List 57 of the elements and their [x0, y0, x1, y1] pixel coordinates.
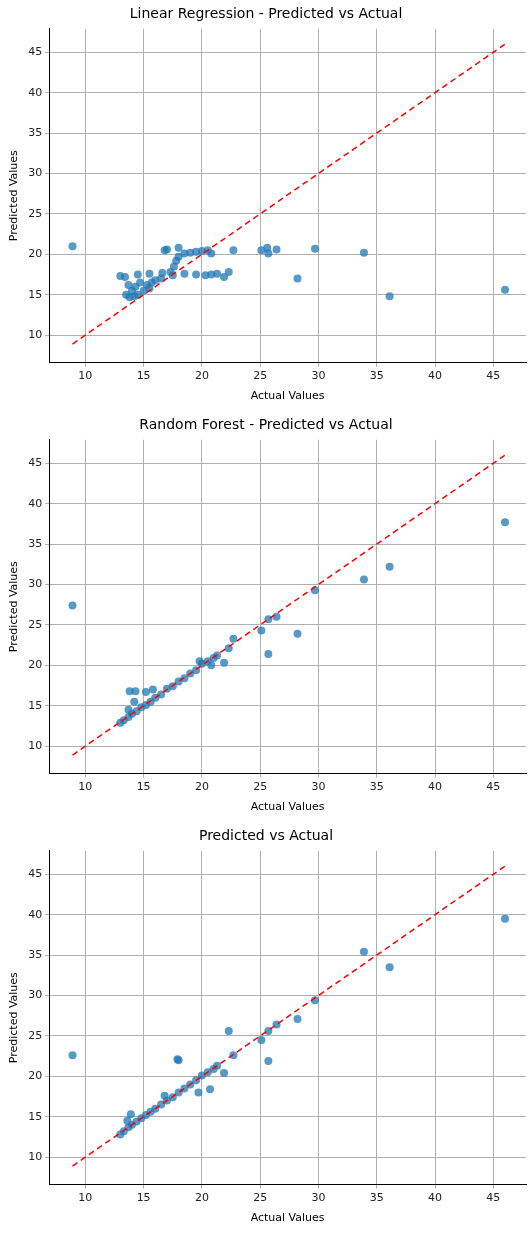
y-tick-label: 20 — [28, 247, 43, 261]
x-tick-label: 30 — [311, 369, 326, 383]
x-tick-label: 10 — [78, 1191, 93, 1205]
x-tick-label: 35 — [369, 1191, 384, 1205]
chart-title: Random Forest - Predicted vs Actual — [139, 416, 393, 433]
x-tick-label: 40 — [428, 369, 443, 383]
y-tick-label: 10 — [28, 1149, 43, 1163]
x-tick-label: 15 — [136, 369, 151, 383]
x-tick-label: 25 — [253, 1191, 268, 1205]
x-tick-label: 35 — [369, 780, 384, 794]
x-tick-label: 40 — [428, 1191, 443, 1205]
y-tick-label: 15 — [28, 1109, 43, 1123]
y-tick-label: 45 — [28, 45, 43, 59]
y-tick-label: 15 — [28, 698, 43, 712]
x-tick-label: 10 — [78, 780, 93, 794]
y-axis-title: Predicted Values — [7, 149, 21, 242]
x-axis-title: Actual Values — [250, 389, 325, 403]
x-tick-label: 40 — [428, 780, 443, 794]
y-axis-title: Predicted Values — [7, 560, 21, 653]
y-axis-title: Predicted Values — [7, 971, 21, 1064]
y-tick-label: 30 — [28, 166, 43, 180]
y-tick-label: 35 — [28, 125, 43, 139]
y-tick-label: 25 — [28, 617, 43, 631]
y-tick-label: 20 — [28, 1069, 43, 1083]
y-tick-label: 35 — [28, 536, 43, 550]
y-tick-label: 35 — [28, 947, 43, 961]
y-tick-label: 20 — [28, 658, 43, 672]
chart-title: Predicted vs Actual — [198, 827, 334, 844]
y-tick-label: 40 — [28, 496, 43, 510]
x-tick-label: 20 — [194, 780, 209, 794]
x-tick-label: 45 — [486, 1191, 501, 1205]
x-tick-label: 45 — [486, 369, 501, 383]
x-tick-label: 45 — [486, 780, 501, 794]
x-tick-label: 25 — [253, 780, 268, 794]
y-tick-label: 45 — [28, 456, 43, 470]
x-tick-label: 15 — [136, 1191, 151, 1205]
x-tick-label: 20 — [194, 369, 209, 383]
y-tick-label: 10 — [28, 327, 43, 341]
x-tick-label: 30 — [311, 780, 326, 794]
x-tick-label: 10 — [78, 369, 93, 383]
y-tick-label: 30 — [28, 577, 43, 591]
y-tick-label: 30 — [28, 988, 43, 1002]
y-tick-label: 40 — [28, 907, 43, 921]
y-tick-label: 25 — [28, 206, 43, 220]
x-tick-label: 20 — [194, 1191, 209, 1205]
y-tick-label: 25 — [28, 1028, 43, 1042]
x-tick-label: 25 — [253, 369, 268, 383]
y-tick-label: 45 — [28, 867, 43, 881]
x-tick-label: 15 — [136, 780, 151, 794]
x-axis-title: Actual Values — [250, 800, 325, 814]
x-tick-label: 30 — [311, 1191, 326, 1205]
y-tick-label: 10 — [28, 738, 43, 752]
y-tick-label: 40 — [28, 85, 43, 99]
chart-title: Linear Regression - Predicted vs Actual — [129, 5, 403, 22]
x-axis-title: Actual Values — [250, 1211, 325, 1225]
x-tick-label: 35 — [369, 369, 384, 383]
y-tick-label: 15 — [28, 287, 43, 301]
